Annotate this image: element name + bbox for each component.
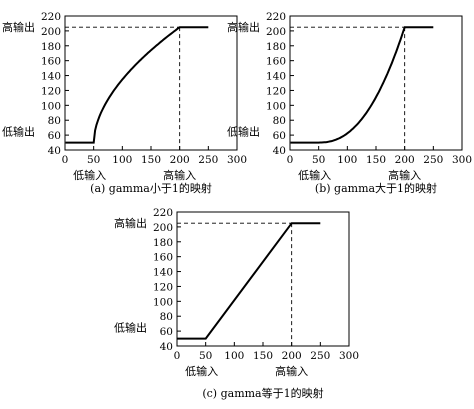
high-input-label: 高输入 bbox=[163, 168, 196, 182]
y-tick-label: 220 bbox=[266, 11, 286, 23]
x-tick-label: 150 bbox=[366, 154, 386, 166]
x-tick-label: 200 bbox=[282, 350, 302, 362]
y-tick-label: 180 bbox=[41, 41, 61, 53]
y-tick-label: 80 bbox=[48, 115, 61, 127]
chart-gamma-lt-1: 0 50 100 150 200 250 300 40 60 80 100 120 140 160 180 2… bbox=[2, 11, 247, 195]
plot-frame bbox=[176, 211, 350, 347]
mapping-curve bbox=[65, 26, 209, 144]
y-tick-label: 200 bbox=[266, 26, 286, 38]
x-tick-label: 0 bbox=[62, 154, 69, 166]
chart-gamma-gt-1: 0 50 100 150 200 250 300 40 60 80 100 120 140 160 180 2… bbox=[227, 11, 472, 195]
x-tick-label: 150 bbox=[253, 350, 273, 362]
low-input-label: 低输入 bbox=[298, 168, 331, 182]
low-output-label: 低输出 bbox=[227, 125, 260, 139]
x-tick-label: 100 bbox=[112, 154, 132, 166]
x-tick-label: 200 bbox=[395, 154, 415, 166]
y-tick-label: 160 bbox=[153, 252, 173, 264]
chart-caption: (a) gamma小于1的映射 bbox=[90, 181, 212, 195]
x-tick-label: 50 bbox=[312, 154, 325, 166]
y-tick-label: 220 bbox=[41, 11, 61, 23]
y-tick-label: 220 bbox=[153, 207, 173, 219]
x-tick-label: 250 bbox=[423, 154, 443, 166]
high-input-label: 高输入 bbox=[388, 168, 421, 182]
x-tick-label: 0 bbox=[287, 154, 294, 166]
y-tick-label: 60 bbox=[48, 130, 61, 142]
y-tick-label: 40 bbox=[160, 341, 173, 353]
y-tick-label: 120 bbox=[41, 85, 61, 97]
y-tick-label: 120 bbox=[266, 85, 286, 97]
x-tick-label: 50 bbox=[87, 154, 100, 166]
y-tick-label: 200 bbox=[153, 222, 173, 234]
plot-frame bbox=[289, 15, 463, 151]
x-tick-label: 0 bbox=[174, 350, 181, 362]
y-tick-label: 140 bbox=[153, 267, 173, 279]
y-tick-label: 100 bbox=[153, 296, 173, 308]
x-tick-label: 100 bbox=[337, 154, 357, 166]
x-tick-label: 250 bbox=[310, 350, 330, 362]
y-tick-label: 180 bbox=[153, 237, 173, 249]
x-tick-label: 50 bbox=[199, 350, 212, 362]
y-tick-label: 200 bbox=[41, 26, 61, 38]
high-output-label: 高输出 bbox=[227, 20, 260, 34]
y-tick-label: 140 bbox=[266, 71, 286, 83]
x-tick-label: 200 bbox=[170, 154, 190, 166]
y-tick-label: 40 bbox=[273, 145, 286, 157]
chart-caption: (b) gamma大于1的映射 bbox=[315, 181, 437, 195]
y-tick-label: 160 bbox=[41, 56, 61, 68]
y-tick-label: 140 bbox=[41, 71, 61, 83]
low-input-label: 低输入 bbox=[73, 168, 106, 182]
high-output-label: 高输出 bbox=[2, 20, 35, 34]
plot-frame bbox=[64, 15, 238, 151]
low-output-label: 低输出 bbox=[114, 321, 147, 335]
x-tick-label: 100 bbox=[224, 350, 244, 362]
y-tick-label: 60 bbox=[273, 130, 286, 142]
y-tick-label: 100 bbox=[266, 100, 286, 112]
x-tick-label: 250 bbox=[198, 154, 218, 166]
mapping-curve bbox=[290, 26, 434, 144]
x-tick-label: 300 bbox=[339, 350, 359, 362]
y-tick-label: 40 bbox=[48, 145, 61, 157]
y-tick-label: 80 bbox=[160, 311, 173, 323]
x-tick-label: 150 bbox=[141, 154, 161, 166]
low-output-label: 低输出 bbox=[2, 125, 35, 139]
high-input-label: 高输入 bbox=[275, 364, 308, 378]
y-tick-label: 80 bbox=[273, 115, 286, 127]
x-tick-label: 300 bbox=[227, 154, 247, 166]
low-input-label: 低输入 bbox=[185, 364, 218, 378]
y-tick-label: 120 bbox=[153, 281, 173, 293]
high-output-label: 高输出 bbox=[114, 216, 147, 230]
mapping-curve bbox=[177, 222, 321, 340]
y-tick-label: 180 bbox=[266, 41, 286, 53]
y-tick-label: 160 bbox=[266, 56, 286, 68]
x-tick-label: 300 bbox=[452, 154, 472, 166]
chart-caption: (c) gamma等于1的映射 bbox=[202, 386, 323, 400]
chart-gamma-eq-1: 0 50 100 150 200 250 300 40 60 80 100 120 140 160 180 2… bbox=[114, 207, 359, 400]
y-tick-label: 60 bbox=[160, 326, 173, 338]
y-tick-label: 100 bbox=[41, 100, 61, 112]
